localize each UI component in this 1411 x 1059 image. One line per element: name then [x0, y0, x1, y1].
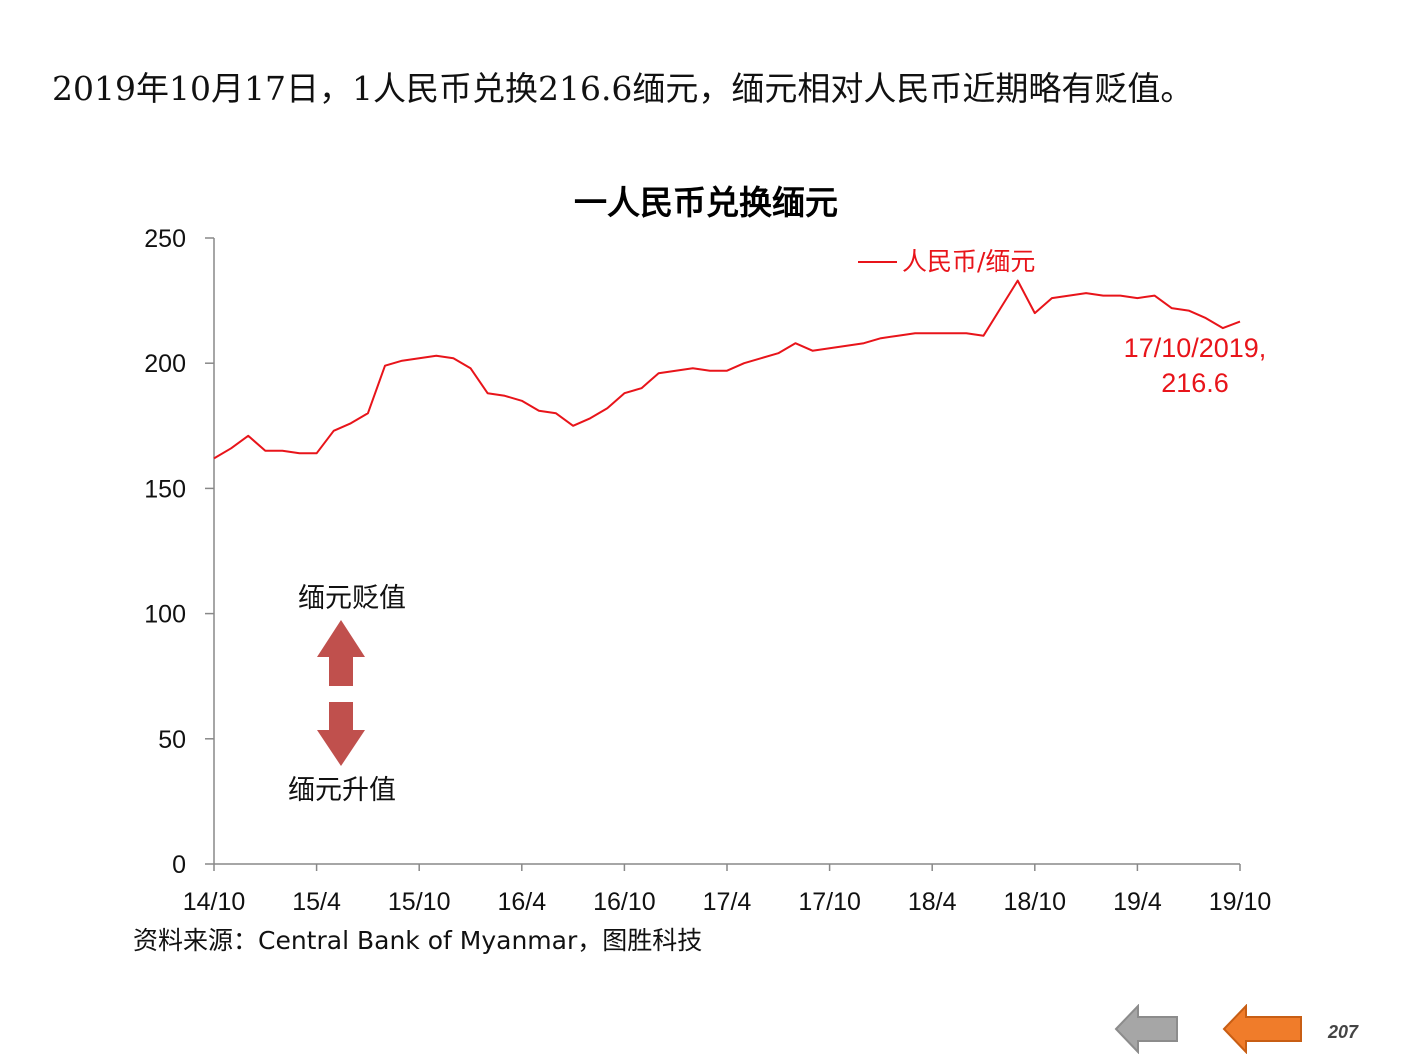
y-tick-label: 250 [144, 225, 186, 253]
y-tick-label: 50 [158, 726, 186, 754]
x-tick-label: 16/10 [593, 888, 656, 916]
appreciation-label: 缅元升值 [288, 775, 396, 806]
x-tick-label: 18/4 [908, 888, 957, 916]
x-tick-label: 19/4 [1113, 888, 1162, 916]
forward-button[interactable] [1222, 1003, 1304, 1059]
x-tick-label: 17/4 [703, 888, 752, 916]
left-arrow-icon [1114, 1003, 1178, 1055]
source-note: 资料来源：Central Bank of Myanmar，图胜科技 [133, 926, 703, 955]
x-tick-label: 17/10 [798, 888, 861, 916]
up-arrow-icon [317, 620, 365, 686]
depreciation-indicator: 缅元贬值 缅元升值 [288, 583, 406, 806]
back-button[interactable] [1114, 1003, 1180, 1059]
left-arrow-icon [1222, 1003, 1302, 1055]
series-line [213, 279, 1241, 460]
y-tick-label: 200 [144, 350, 186, 378]
down-arrow-icon [317, 702, 365, 766]
y-tick-label: 0 [172, 851, 186, 879]
page-headline: 2019年10月17日，1人民币兑换216.6缅元，缅元相对人民币近期略有贬值。 [52, 69, 1194, 108]
x-tick-label: 15/4 [292, 888, 341, 916]
y-axis-ticks: 0 50 100 150 200 250 [144, 225, 214, 879]
annotation-date: 17/10/2019, [1124, 333, 1267, 363]
y-tick-label: 150 [144, 475, 186, 503]
depreciation-label: 缅元贬值 [298, 583, 406, 614]
legend: 人民币/缅元 [858, 247, 1035, 276]
chart-title: 一人民币兑换缅元 [574, 183, 838, 222]
legend-label: 人民币/缅元 [902, 247, 1035, 276]
series-layer [213, 279, 1241, 460]
x-tick-label: 15/10 [388, 888, 451, 916]
x-axis-ticks: 14/10 15/4 15/10 16/4 16/10 17/4 17/10 18/4 18/1… [183, 864, 1272, 916]
x-tick-label: 18/10 [1004, 888, 1067, 916]
x-tick-label: 16/4 [497, 888, 546, 916]
annotation-value: 216.6 [1161, 368, 1229, 398]
last-value-annotation: 17/10/2019, 216.6 [1124, 333, 1267, 398]
y-tick-label: 100 [144, 601, 186, 629]
x-tick-label: 19/10 [1209, 888, 1272, 916]
chart-axes [213, 238, 1240, 865]
x-tick-label: 14/10 [183, 888, 246, 916]
page-number: 207 [1328, 1022, 1359, 1042]
